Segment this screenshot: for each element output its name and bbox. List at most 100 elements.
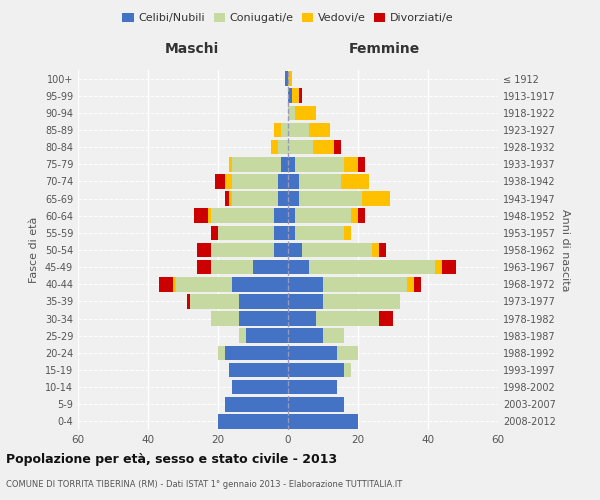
Bar <box>344 226 351 240</box>
Text: Maschi: Maschi <box>164 42 218 56</box>
Bar <box>281 157 288 172</box>
Bar <box>288 72 292 86</box>
Bar <box>288 140 313 154</box>
Bar <box>288 414 358 428</box>
Bar <box>295 226 344 240</box>
Bar <box>288 106 295 120</box>
Bar <box>414 277 421 291</box>
Bar <box>281 122 288 138</box>
Bar <box>288 208 295 223</box>
Bar <box>197 242 211 258</box>
Bar <box>372 242 379 258</box>
Bar <box>232 157 281 172</box>
Bar <box>288 88 292 103</box>
Bar <box>218 346 225 360</box>
Bar <box>274 226 288 240</box>
Bar <box>442 260 456 274</box>
Bar <box>302 242 372 258</box>
Bar <box>288 260 309 274</box>
Bar <box>299 192 361 206</box>
Bar <box>323 277 407 291</box>
Bar <box>334 140 341 154</box>
Bar <box>232 174 277 188</box>
Bar <box>211 242 274 258</box>
Bar <box>211 260 253 274</box>
Bar <box>271 140 277 154</box>
Bar <box>344 362 351 378</box>
Bar <box>288 380 337 394</box>
Bar <box>225 397 288 411</box>
Bar <box>218 226 274 240</box>
Bar <box>239 312 288 326</box>
Bar <box>225 346 288 360</box>
Bar <box>344 157 358 172</box>
Bar <box>288 174 299 188</box>
Bar <box>341 174 368 188</box>
Bar <box>232 380 288 394</box>
Bar <box>232 192 277 206</box>
Bar <box>277 174 288 188</box>
Y-axis label: Anni di nascita: Anni di nascita <box>560 209 569 291</box>
Bar <box>337 346 358 360</box>
Bar <box>274 242 288 258</box>
Bar <box>284 72 288 86</box>
Text: COMUNE DI TORRITA TIBERINA (RM) - Dati ISTAT 1° gennaio 2013 - Elaborazione TUTT: COMUNE DI TORRITA TIBERINA (RM) - Dati I… <box>6 480 402 489</box>
Bar <box>379 242 386 258</box>
Bar <box>211 208 274 223</box>
Bar <box>358 157 365 172</box>
Bar <box>313 140 334 154</box>
Bar <box>190 294 239 308</box>
Bar <box>351 208 358 223</box>
Bar <box>288 226 295 240</box>
Bar <box>225 174 232 188</box>
Bar <box>277 192 288 206</box>
Bar <box>187 294 190 308</box>
Y-axis label: Fasce di età: Fasce di età <box>29 217 39 283</box>
Bar <box>232 277 288 291</box>
Bar <box>323 328 344 343</box>
Bar <box>274 122 281 138</box>
Bar <box>253 260 288 274</box>
Bar <box>246 328 288 343</box>
Bar <box>197 260 211 274</box>
Bar <box>277 140 288 154</box>
Bar <box>407 277 414 291</box>
Bar <box>288 362 344 378</box>
Bar <box>173 277 176 291</box>
Bar <box>288 192 299 206</box>
Bar <box>435 260 442 274</box>
Bar <box>316 312 379 326</box>
Bar <box>295 157 344 172</box>
Bar <box>211 312 239 326</box>
Legend: Celibi/Nubili, Coniugati/e, Vedovi/e, Divorziati/e: Celibi/Nubili, Coniugati/e, Vedovi/e, Di… <box>118 8 458 28</box>
Bar <box>379 312 393 326</box>
Bar <box>229 157 232 172</box>
Bar <box>229 362 288 378</box>
Bar <box>358 208 365 223</box>
Text: Popolazione per età, sesso e stato civile - 2013: Popolazione per età, sesso e stato civil… <box>6 452 337 466</box>
Bar <box>239 328 246 343</box>
Bar <box>288 346 337 360</box>
Bar <box>239 294 288 308</box>
Bar <box>225 192 229 206</box>
Bar <box>288 312 316 326</box>
Bar <box>288 328 323 343</box>
Bar <box>288 242 302 258</box>
Bar <box>292 88 299 103</box>
Bar <box>295 106 316 120</box>
Bar <box>193 208 208 223</box>
Bar <box>208 208 211 223</box>
Bar <box>158 277 173 291</box>
Bar <box>215 174 225 188</box>
Text: Femmine: Femmine <box>349 42 420 56</box>
Bar <box>288 397 344 411</box>
Bar <box>295 208 351 223</box>
Bar <box>218 414 288 428</box>
Bar <box>288 122 309 138</box>
Bar <box>299 88 302 103</box>
Bar <box>288 277 323 291</box>
Bar <box>309 260 435 274</box>
Bar <box>361 192 389 206</box>
Bar <box>309 122 330 138</box>
Bar <box>229 192 232 206</box>
